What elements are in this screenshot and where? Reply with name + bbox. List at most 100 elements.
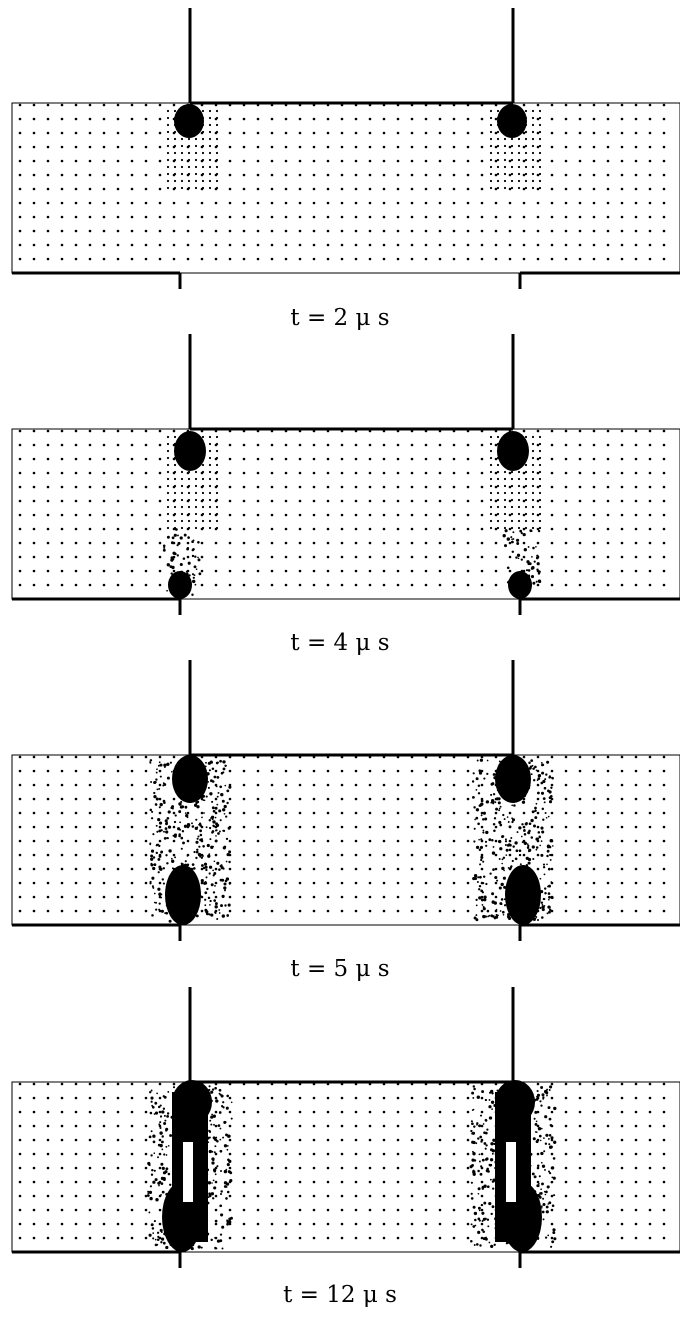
damage-speckle <box>504 840 508 843</box>
particle <box>648 117 652 121</box>
damage-speckle <box>176 880 179 883</box>
particle <box>102 229 106 233</box>
damage-speckle <box>498 807 501 810</box>
particle <box>270 825 274 829</box>
particle <box>116 895 120 899</box>
damage-speckle <box>185 1237 187 1239</box>
particle <box>32 527 36 531</box>
damage-speckle <box>167 1144 170 1147</box>
particle <box>662 783 666 787</box>
refined-particle <box>173 158 177 162</box>
particle <box>312 513 316 517</box>
damage-speckle <box>549 858 552 861</box>
particle <box>494 131 498 135</box>
particle <box>564 429 568 433</box>
particle <box>158 485 162 489</box>
refined-particle <box>208 158 212 162</box>
damage-speckle <box>479 758 484 762</box>
refined-particle <box>166 116 170 120</box>
particle <box>606 909 610 913</box>
particle <box>522 159 526 163</box>
refined-particle <box>517 172 521 176</box>
damage-speckle <box>213 1151 216 1154</box>
particle <box>368 173 372 177</box>
particle <box>620 1222 624 1226</box>
refined-particle <box>538 123 542 127</box>
particle <box>550 215 554 219</box>
damage-speckle <box>178 770 181 772</box>
damage-speckle <box>149 1185 152 1188</box>
refined-particle <box>180 109 184 113</box>
particle <box>270 187 274 191</box>
damage-speckle <box>482 860 485 863</box>
particle <box>620 1096 624 1100</box>
particle <box>284 839 288 843</box>
damage-speckle <box>507 1213 511 1217</box>
damage-speckle <box>166 905 169 908</box>
refined-particle <box>496 116 500 120</box>
particle <box>550 1236 554 1240</box>
refined-particle <box>187 435 191 439</box>
damage-speckle <box>188 765 191 768</box>
particle <box>578 257 582 261</box>
damage-speckle <box>203 812 205 814</box>
particle <box>438 159 442 163</box>
particle <box>634 103 638 107</box>
damage-speckle <box>184 812 187 814</box>
particle <box>354 443 358 447</box>
particle <box>438 797 442 801</box>
damage-speckle <box>209 792 213 796</box>
particle <box>564 909 568 913</box>
damage-speckle <box>158 806 161 809</box>
particle <box>312 1208 316 1212</box>
particle <box>74 257 78 261</box>
particle <box>648 173 652 177</box>
damage-speckle <box>227 826 231 830</box>
damage-speckle <box>490 1100 495 1104</box>
damage-speckle <box>165 830 169 834</box>
damage-speckle <box>181 830 185 833</box>
particle <box>144 499 148 503</box>
damage-speckle <box>178 1226 182 1229</box>
particle <box>88 1082 92 1086</box>
particle <box>368 131 372 135</box>
damage-speckle <box>158 902 161 905</box>
damage-speckle <box>510 894 513 897</box>
particle <box>382 471 386 475</box>
particle <box>298 1208 302 1212</box>
particle <box>18 1152 22 1156</box>
refined-particle <box>215 505 219 509</box>
refined-particle <box>166 491 170 495</box>
particle <box>578 471 582 475</box>
particle <box>438 471 442 475</box>
particle <box>592 1208 596 1212</box>
particle <box>662 257 666 261</box>
particle <box>494 117 498 121</box>
damage-speckle <box>542 897 545 901</box>
damage-speckle <box>489 1164 492 1167</box>
particle <box>18 783 22 787</box>
damage-speckle <box>178 810 182 814</box>
particle <box>466 215 470 219</box>
particle <box>452 257 456 261</box>
particle <box>46 443 50 447</box>
damage-speckle <box>153 794 157 799</box>
damage-speckle <box>522 1113 525 1117</box>
particle <box>536 1124 540 1128</box>
damage-speckle <box>193 888 197 892</box>
damage-speckle <box>478 1160 481 1163</box>
particle <box>564 117 568 121</box>
damage-speckle <box>163 837 167 840</box>
damage-speckle <box>189 918 192 921</box>
particle <box>578 103 582 107</box>
particle <box>284 257 288 261</box>
particle <box>130 1180 134 1184</box>
damage-speckle <box>492 1138 496 1142</box>
damage-speckle <box>165 854 168 857</box>
particle <box>508 257 512 261</box>
damage-speckle <box>523 794 527 797</box>
damage-speckle <box>219 785 223 789</box>
particle <box>424 895 428 899</box>
refined-particle <box>524 526 528 530</box>
damage-speckle <box>525 882 529 885</box>
